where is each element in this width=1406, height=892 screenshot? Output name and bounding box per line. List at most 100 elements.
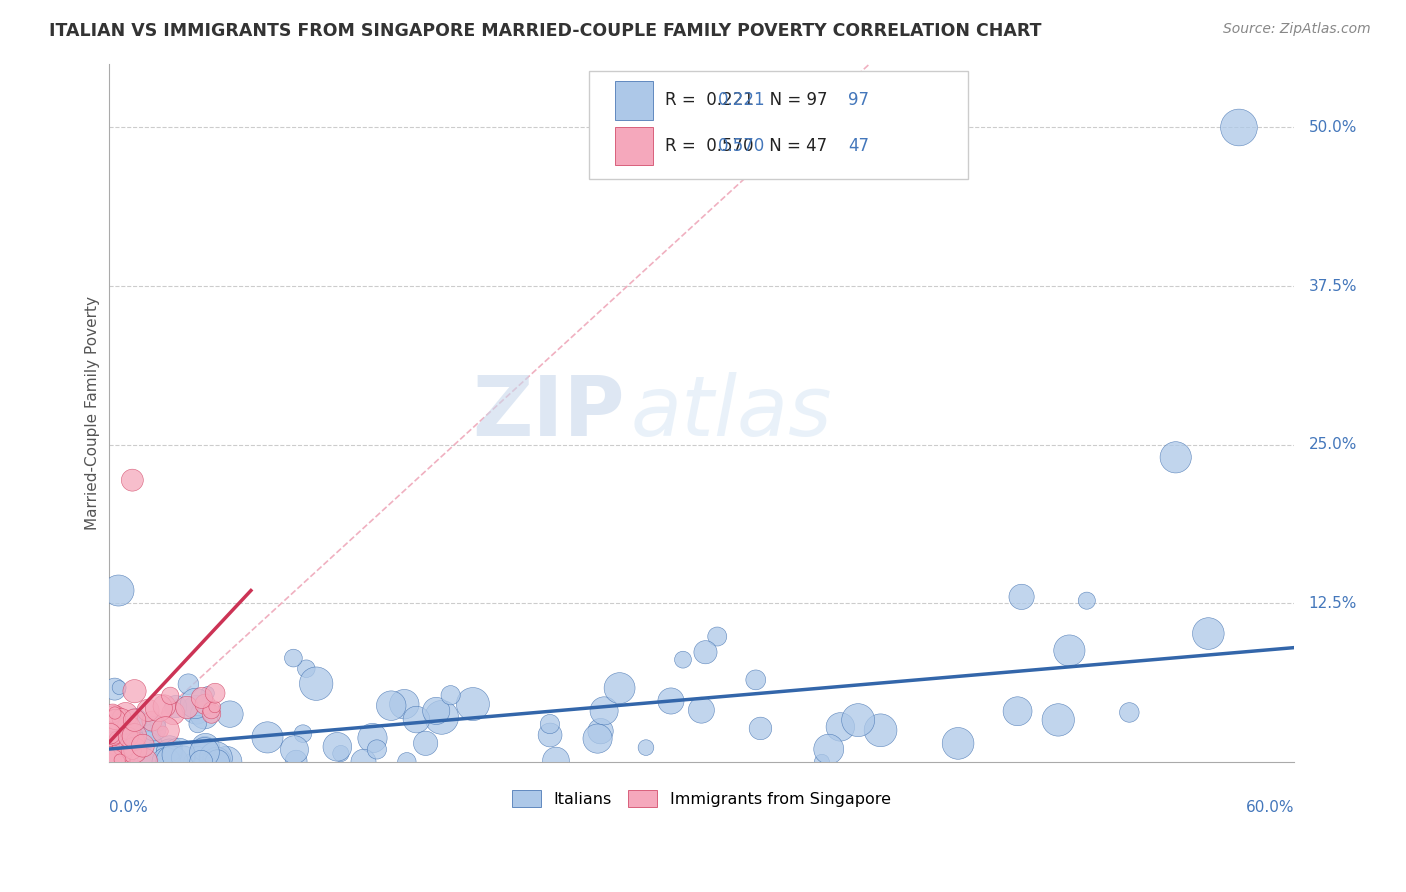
Point [104,706,127,720]
Text: 12.5%: 12.5% [1309,596,1357,611]
Point [184,697,207,711]
Point [205,755,228,769]
Point [124,734,146,748]
Point [869,723,891,738]
Point [104,731,127,745]
Point [394,697,416,711]
Point [117,730,139,744]
Point [124,713,146,727]
Point [98,755,121,769]
Point [162,706,184,721]
Point [101,740,124,755]
Point [176,700,198,714]
Point [283,651,305,665]
Point [104,739,127,753]
Point [695,645,717,659]
Point [395,755,418,769]
Point [846,713,869,727]
Text: atlas: atlas [630,373,832,453]
Point [186,703,208,717]
Text: 0.570: 0.570 [718,137,765,155]
Point [115,745,138,759]
Point [129,738,152,752]
Point [589,724,612,739]
Y-axis label: Married-Couple Family Poverty: Married-Couple Family Poverty [86,296,100,530]
Point [155,755,177,769]
Point [1164,450,1187,465]
Text: 25.0%: 25.0% [1309,437,1357,452]
Point [135,741,157,756]
Point [1011,590,1033,604]
Point [366,742,388,756]
Point [167,747,190,762]
Point [104,682,127,697]
Point [153,699,176,714]
Point [121,473,143,487]
Point [200,706,222,721]
Point [659,694,682,708]
Point [138,729,160,743]
Point [165,699,187,714]
Point [749,722,772,736]
Point [745,673,768,687]
Point [132,755,155,769]
Point [105,755,128,769]
Point [110,755,132,769]
Point [538,728,561,742]
Point [204,686,226,700]
Point [283,742,305,756]
Point [197,686,219,700]
Point [100,727,122,741]
Point [200,703,222,717]
Point [193,707,215,722]
Point [544,754,567,768]
Point [148,701,170,715]
Text: R =  0.221   N = 97: R = 0.221 N = 97 [665,91,827,110]
Legend: Italians, Immigrants from Singapore: Italians, Immigrants from Singapore [506,784,897,814]
Point [100,741,122,756]
Point [141,714,163,728]
FancyBboxPatch shape [589,71,969,179]
Point [329,747,352,761]
Point [1007,704,1029,718]
Point [291,726,314,740]
Point [112,739,135,753]
Point [811,755,834,769]
Point [830,720,852,734]
Point [124,684,146,698]
Text: 97: 97 [848,91,869,110]
Point [194,740,217,755]
Point [101,755,124,769]
Point [127,714,149,728]
Text: ZIP: ZIP [472,373,624,453]
Point [108,753,131,767]
Point [430,710,453,724]
Point [256,731,278,745]
Text: 47: 47 [848,137,869,155]
Text: 50.0%: 50.0% [1309,120,1357,135]
Point [593,704,616,718]
Point [101,733,124,747]
Point [415,736,437,750]
Point [172,751,194,765]
Point [152,724,174,739]
Point [425,704,447,718]
Point [197,755,219,769]
Point [138,754,160,768]
Point [361,731,384,745]
Text: 37.5%: 37.5% [1309,278,1357,293]
Point [132,739,155,753]
Point [100,731,122,745]
Point [181,755,204,769]
Point [690,703,713,717]
Point [461,697,484,711]
Point [194,698,217,712]
Point [305,676,328,690]
Point [194,740,217,755]
Point [380,698,402,713]
Point [634,740,657,755]
Point [155,723,177,738]
FancyBboxPatch shape [614,81,652,120]
Point [326,739,349,754]
Point [129,751,152,765]
